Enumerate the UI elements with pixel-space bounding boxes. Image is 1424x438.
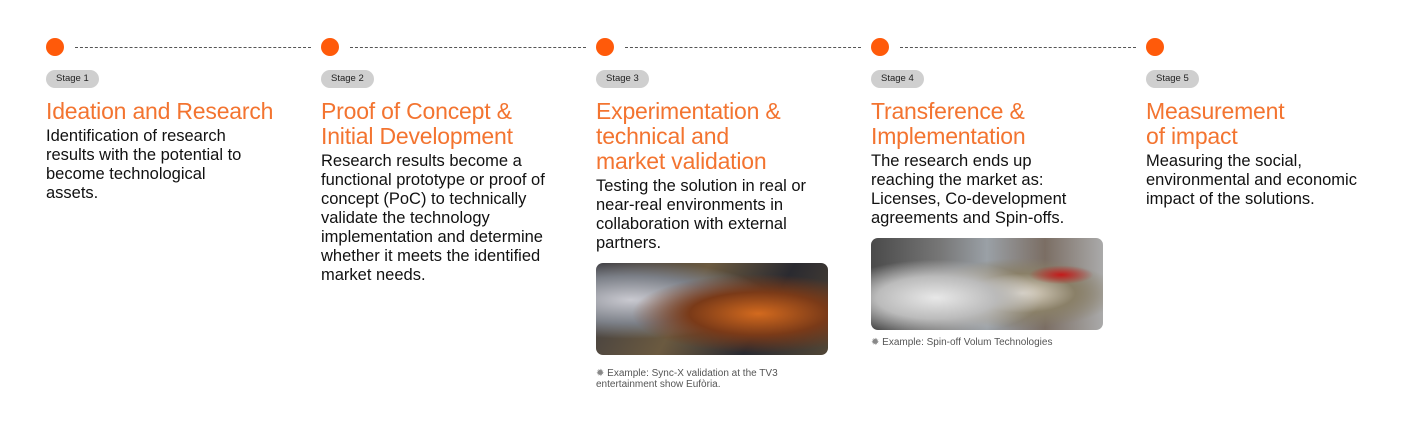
- stage-badge: Stage 1: [46, 70, 99, 88]
- stage-5-marker: [1146, 38, 1164, 56]
- connector-line: [900, 47, 1136, 48]
- stage-badge: Stage 4: [871, 70, 924, 88]
- stage-badge: Stage 2: [321, 70, 374, 88]
- sync-x-concert-photo: [596, 263, 828, 355]
- stage-3-caption: ✹ Example: Sync-X validation at the TV3 …: [596, 368, 778, 390]
- stage-description: Measuring the social, environmental and …: [1146, 152, 1357, 208]
- connector-line: [75, 47, 311, 48]
- gear-icon: ✹: [871, 337, 880, 348]
- stage-4-caption: ✹ Example: Spin-off Volum Technologies: [871, 337, 1053, 348]
- stage-badge: Stage 3: [596, 70, 649, 88]
- stage-1-marker: [46, 38, 64, 56]
- stage-description: Research results become a functional pro…: [321, 152, 545, 284]
- stage-1: Stage 1 Ideation and Research Identifica…: [46, 68, 281, 203]
- stage-title: Ideation and Research: [46, 98, 274, 124]
- stage-badge: Stage 5: [1146, 70, 1199, 88]
- stage-description: The research ends up reaching the market…: [871, 152, 1067, 227]
- stage-title: Transference & Implementation: [871, 98, 1026, 149]
- stage-description: Testing the solution in real or near-rea…: [596, 177, 807, 252]
- gear-icon: ✹: [596, 368, 605, 379]
- stage-3: Stage 3 Experimentation & technical and …: [596, 68, 831, 253]
- stage-4-marker: [871, 38, 889, 56]
- connector-line: [625, 47, 861, 48]
- stage-title: Proof of Concept & Initial Development: [321, 98, 513, 149]
- connector-line: [350, 47, 586, 48]
- stage-title: Experimentation & technical and market v…: [596, 98, 781, 174]
- stage-title: Measurement of impact: [1146, 98, 1285, 149]
- stage-5: Stage 5 Measurement of impact Measuring …: [1146, 68, 1381, 209]
- volum-technologies-photo: [871, 238, 1103, 330]
- stage-2: Stage 2 Proof of Concept & Initial Devel…: [321, 68, 546, 285]
- stage-3-marker: [596, 38, 614, 56]
- stage-2-marker: [321, 38, 339, 56]
- stage-description: Identification of research results with …: [46, 127, 242, 202]
- stage-4: Stage 4 Transference & Implementation Th…: [871, 68, 1086, 228]
